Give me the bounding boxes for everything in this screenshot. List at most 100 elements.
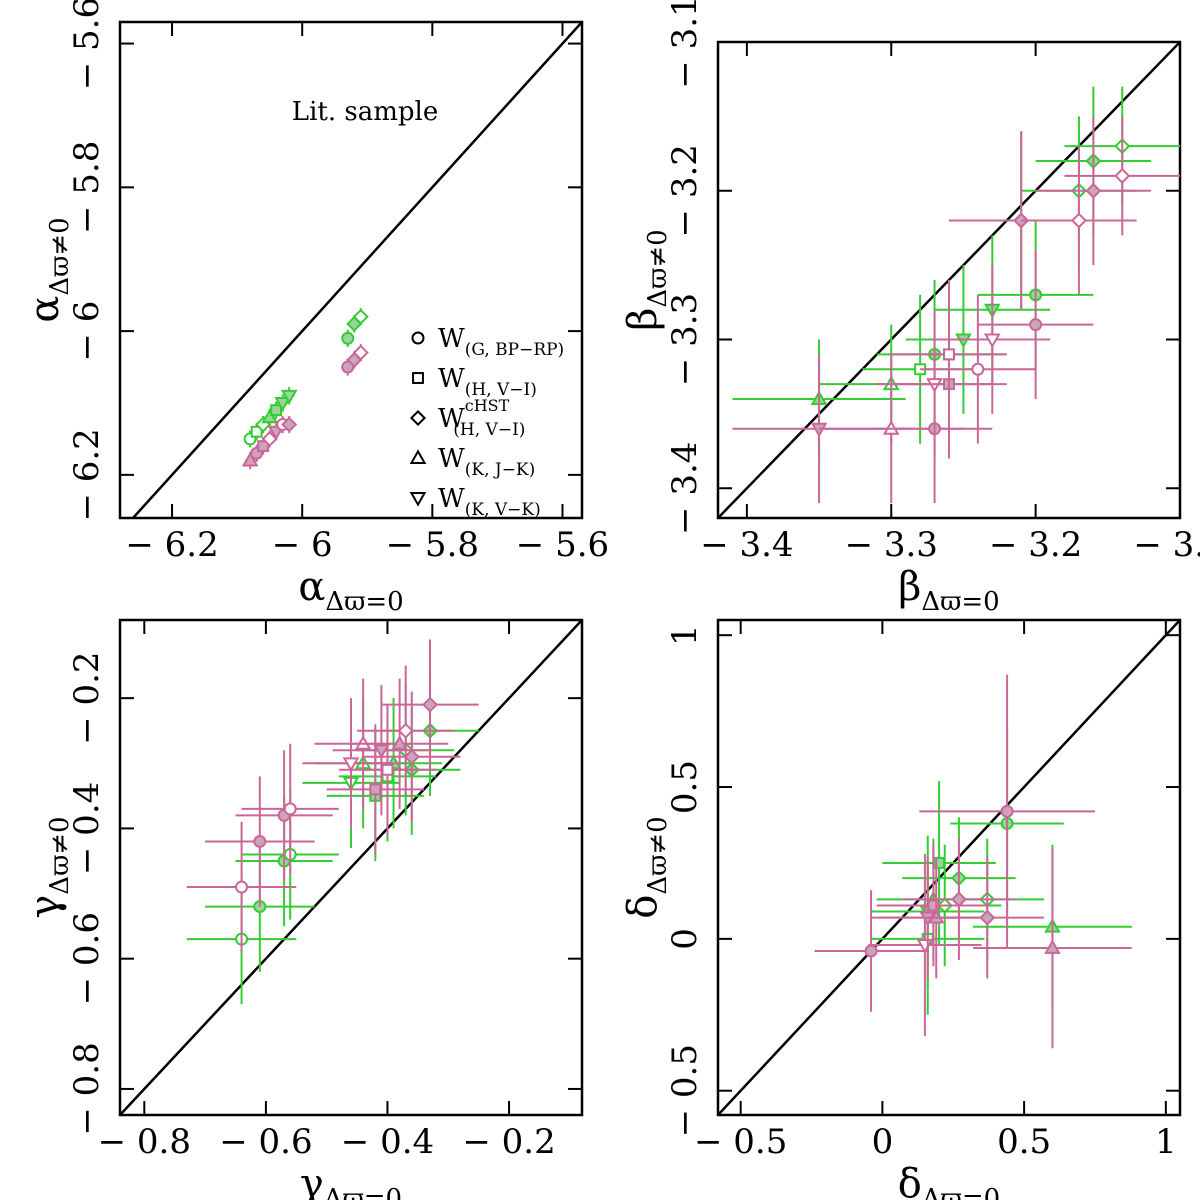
x-tick-label: − 3.1	[1133, 525, 1200, 565]
panel-delta: − 0.5 0 0.5 1 − 0.5 0 0.5 1	[665, 618, 1182, 1162]
data-point	[930, 856, 1044, 979]
marker-square	[381, 763, 394, 776]
panel-beta: − 3.4 − 3.3 − 3.2 − 3.1 − 3.4 − 3.3 − 3.2 − 3.1	[665, 0, 1200, 565]
plot-frame	[118, 618, 584, 1117]
marker-diamond	[352, 308, 369, 325]
legend-label-main: W	[438, 364, 465, 394]
data-point	[902, 838, 1016, 961]
x-axis-label: βΔϖ=0	[898, 564, 999, 617]
identity-line	[131, 22, 582, 518]
x-tick-label: − 3.2	[989, 525, 1082, 565]
marker-circle	[971, 362, 985, 376]
legend-label: W(K, V−K)	[438, 484, 541, 520]
x-tick-label: − 6	[272, 525, 333, 565]
y-tick-label: − 5.8	[67, 141, 107, 234]
legend-marker-diamond	[409, 409, 427, 427]
data-point	[1021, 146, 1137, 295]
legend-label: W(K, J−K)	[438, 444, 535, 480]
data-point	[352, 344, 369, 362]
marker-diamond	[1085, 182, 1102, 199]
series-green	[186, 665, 479, 1005]
data-point	[186, 821, 297, 953]
data-point	[250, 444, 264, 462]
legend-label-sub: (K, J−K)	[465, 460, 536, 480]
y-tick-label: 1	[665, 624, 705, 646]
data-point	[876, 844, 991, 967]
marker-triangle-up	[241, 451, 259, 467]
x-tick-label: − 0.6	[219, 1122, 312, 1162]
marker-diamond	[261, 430, 278, 447]
y-tick-label: − 0.6	[67, 912, 107, 1005]
y-axis-label-symbol: α	[22, 296, 68, 323]
legend-label-sub: (K, V−K)	[465, 500, 541, 520]
y-tick-label: − 3.3	[665, 293, 705, 386]
data-point	[332, 685, 431, 816]
data-point	[357, 665, 455, 796]
marker-diamond	[403, 748, 420, 765]
x-tick-label: − 3.3	[845, 525, 938, 565]
series-pink	[241, 344, 369, 470]
y-tick-label: − 0.2	[67, 651, 107, 744]
marker-square	[369, 783, 382, 796]
x-tick-label: − 0.4	[341, 1122, 434, 1162]
legend-marker-circle	[411, 331, 425, 345]
x-tick-label: − 5.8	[386, 525, 479, 565]
marker-circle	[864, 944, 878, 958]
x-tick-label: − 6.2	[125, 525, 218, 565]
legend-label-sub: (H, V−I)	[465, 380, 537, 400]
data-point	[868, 853, 982, 1037]
annotation: Lit. sample	[292, 97, 438, 127]
marker-triangle-down	[983, 333, 1001, 349]
data-point	[205, 776, 315, 907]
y-tick-label: − 0.8	[67, 1042, 107, 1135]
data-point	[381, 639, 479, 770]
legend-label-main: W	[438, 404, 465, 434]
y-axis-label: βΔϖ≠0	[620, 229, 673, 330]
data-point	[920, 294, 1036, 444]
data-point	[363, 691, 461, 822]
legend-label-main: W	[438, 484, 465, 514]
series-pink	[732, 116, 1180, 504]
y-tick-label: − 5.6	[67, 0, 107, 90]
x-axis-label: γΔϖ=0	[300, 1161, 402, 1200]
data-area	[131, 22, 582, 518]
plot-frame	[716, 618, 1182, 1117]
y-tick-label: − 3.2	[665, 144, 705, 237]
x-tick-label: − 3.4	[700, 525, 793, 565]
marker-diamond	[1114, 167, 1131, 184]
y-axis-label-subscript: Δϖ≠0	[45, 217, 75, 295]
x-axis-label-symbol: α	[298, 564, 325, 610]
plot-frame	[716, 40, 1182, 520]
legend: W(G, BP−RP)W(H, V−I)WcHST (H, V−I)W(K, J−…	[409, 324, 564, 520]
data-point	[281, 415, 298, 434]
x-tick-label: − 0.2	[462, 1122, 555, 1162]
panel-alpha: − 6.2 − 6 − 5.8 − 5.6 − 6.2 − 6 − 5.8 − 5.6 Lit.…	[67, 0, 609, 565]
data-point	[352, 308, 369, 326]
y-axis-label-symbol: δ	[620, 895, 666, 919]
marker-circle	[341, 331, 355, 345]
series-green	[871, 732, 1132, 1015]
legend-label-sub: (H, V−I)	[453, 420, 525, 440]
data-point	[338, 704, 437, 835]
data-point	[274, 394, 291, 412]
x-tick-label: 0	[872, 1122, 894, 1162]
y-axis-label: αΔϖ≠0	[22, 217, 75, 322]
marker-circle	[341, 360, 355, 374]
marker-triangle-down	[342, 757, 360, 772]
marker-circle	[283, 802, 297, 816]
x-axis-label: δΔϖ=0	[898, 1161, 1000, 1200]
x-tick-label: − 0.5	[694, 1122, 787, 1162]
y-tick-label: − 6	[67, 301, 107, 362]
marker-triangle-down	[280, 389, 298, 405]
data-area	[718, 620, 1180, 1115]
y-axis-label-subscript: Δϖ≠0	[643, 816, 673, 894]
x-axis-label-subscript: Δϖ=0	[325, 587, 403, 617]
y-tick-label: 0	[665, 928, 705, 950]
marker-diamond	[950, 891, 967, 908]
data-point	[241, 743, 339, 875]
y-tick-label: − 3.4	[665, 442, 705, 535]
y-tick-label: − 6.2	[67, 428, 107, 521]
marker-square	[943, 348, 955, 361]
identity-line	[120, 620, 582, 1115]
data-area	[120, 620, 582, 1115]
